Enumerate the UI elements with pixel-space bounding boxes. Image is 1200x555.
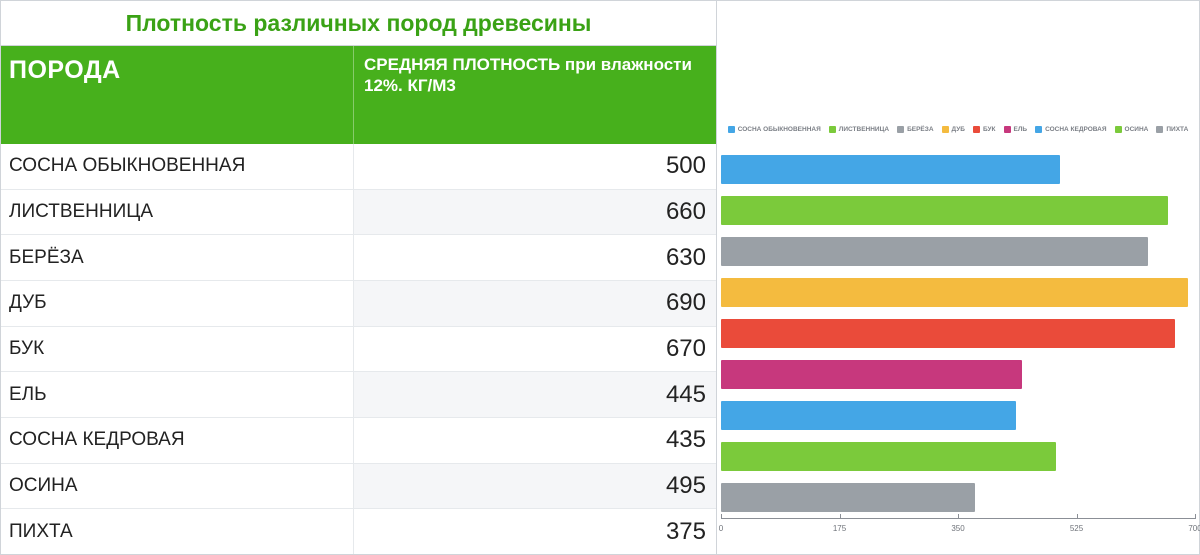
xtick-mark [1195, 514, 1196, 519]
bar-row [721, 149, 1195, 190]
chart-legend: СОСНА ОБЫКНОВЕННАЯ ЛИСТВЕННИЦА БЕРЁЗА ДУБ БУ… [717, 119, 1199, 139]
table-cell-species: СОСНА ОБЫКНОВЕННАЯ [1, 144, 354, 189]
bar [721, 360, 1022, 389]
bar [721, 319, 1175, 348]
legend-label: СОСНА КЕДРОВАЯ [1045, 126, 1106, 133]
chart-xticks: 0175350525700 [721, 524, 1195, 540]
legend-item: БУК [973, 126, 996, 133]
xtick-label: 175 [833, 524, 846, 533]
table-cell-density: 495 [354, 464, 716, 509]
bar [721, 442, 1056, 471]
table-cell-density: 445 [354, 372, 716, 417]
legend-label: ОСИНА [1125, 126, 1149, 133]
table-cell-density: 435 [354, 418, 716, 463]
chart-bars [721, 149, 1195, 518]
table-body: СОСНА ОБЫКНОВЕННАЯ500ЛИСТВЕННИЦА660БЕРЁЗ… [1, 144, 716, 554]
table-cell-species: БУК [1, 327, 354, 372]
legend-swatch [728, 126, 735, 133]
xtick-label: 350 [951, 524, 964, 533]
bar [721, 237, 1148, 266]
legend-item: ПИХТА [1156, 126, 1188, 133]
legend-item: БЕРЁЗА [897, 126, 933, 133]
bar-row [721, 395, 1195, 436]
xtick-mark [958, 514, 959, 519]
xtick-mark [840, 514, 841, 519]
legend-label: БЕРЁЗА [907, 126, 933, 133]
bar-row [721, 231, 1195, 272]
table-cell-density: 500 [354, 144, 716, 189]
table-row: СОСНА ОБЫКНОВЕННАЯ500 [1, 144, 716, 189]
legend-swatch [829, 126, 836, 133]
table-row: ПИХТА375 [1, 508, 716, 554]
density-table: Плотность различных пород древесины ПОРО… [0, 0, 716, 555]
xtick-mark [1077, 514, 1078, 519]
bar-row [721, 313, 1195, 354]
bar [721, 278, 1188, 307]
bar-row [721, 436, 1195, 477]
bar-row [721, 354, 1195, 395]
table-header: ПОРОДА СРЕДНЯЯ ПЛОТНОСТЬ при влажности 1… [1, 46, 716, 144]
density-chart: СОСНА ОБЫКНОВЕННАЯ ЛИСТВЕННИЦА БЕРЁЗА ДУБ БУ… [716, 0, 1200, 555]
table-cell-density: 690 [354, 281, 716, 326]
legend-item: ЕЛЬ [1004, 126, 1028, 133]
legend-item: ЛИСТВЕННИЦА [829, 126, 889, 133]
bar-row [721, 272, 1195, 313]
table-cell-species: ОСИНА [1, 464, 354, 509]
xtick-label: 525 [1070, 524, 1083, 533]
xtick-mark [721, 514, 722, 519]
legend-swatch [897, 126, 904, 133]
legend-label: ДУБ [952, 126, 965, 133]
bar [721, 196, 1168, 225]
legend-item: СОСНА КЕДРОВАЯ [1035, 126, 1106, 133]
table-row: БЕРЁЗА630 [1, 234, 716, 280]
table-row: ЕЛЬ445 [1, 371, 716, 417]
bar-row [721, 190, 1195, 231]
legend-item: ДУБ [942, 126, 965, 133]
legend-label: ЛИСТВЕННИЦА [839, 126, 889, 133]
table-cell-species: БЕРЁЗА [1, 235, 354, 280]
table-cell-density: 670 [354, 327, 716, 372]
table-row: БУК670 [1, 326, 716, 372]
table-cell-species: ДУБ [1, 281, 354, 326]
chart-plot [721, 149, 1195, 518]
legend-swatch [942, 126, 949, 133]
bar [721, 401, 1016, 430]
table-cell-species: СОСНА КЕДРОВАЯ [1, 418, 354, 463]
table-header-density: СРЕДНЯЯ ПЛОТНОСТЬ при влажности 12%. КГ/… [354, 46, 716, 144]
bar-row [721, 477, 1195, 518]
table-cell-species: ЕЛЬ [1, 372, 354, 417]
table-row: ЛИСТВЕННИЦА660 [1, 189, 716, 235]
legend-swatch [973, 126, 980, 133]
legend-swatch [1035, 126, 1042, 133]
table-row: ОСИНА495 [1, 463, 716, 509]
legend-item: ОСИНА [1115, 126, 1149, 133]
bar [721, 155, 1060, 184]
table-title: Плотность различных пород древесины [1, 1, 716, 46]
layout: Плотность различных пород древесины ПОРО… [0, 0, 1200, 555]
table-cell-density: 660 [354, 190, 716, 235]
table-header-species: ПОРОДА [1, 46, 354, 144]
table-row: ДУБ690 [1, 280, 716, 326]
legend-label: ПИХТА [1166, 126, 1188, 133]
legend-swatch [1115, 126, 1122, 133]
bar [721, 483, 975, 512]
table-row: СОСНА КЕДРОВАЯ435 [1, 417, 716, 463]
legend-label: ЕЛЬ [1014, 126, 1028, 133]
table-cell-density: 375 [354, 509, 716, 554]
legend-item: СОСНА ОБЫКНОВЕННАЯ [728, 126, 821, 133]
legend-label: СОСНА ОБЫКНОВЕННАЯ [738, 126, 821, 133]
table-cell-species: ЛИСТВЕННИЦА [1, 190, 354, 235]
legend-swatch [1156, 126, 1163, 133]
table-cell-species: ПИХТА [1, 509, 354, 554]
xtick-label: 700 [1188, 524, 1200, 533]
xtick-label: 0 [719, 524, 723, 533]
table-cell-density: 630 [354, 235, 716, 280]
legend-label: БУК [983, 126, 996, 133]
legend-swatch [1004, 126, 1011, 133]
